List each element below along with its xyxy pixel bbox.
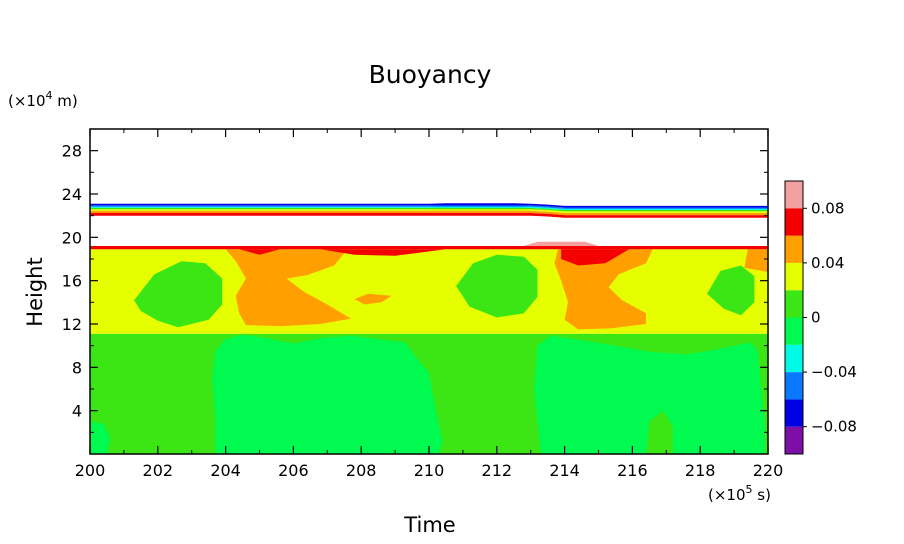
y-tick-label: 12 (62, 315, 82, 334)
field-pink-patch (523, 241, 599, 246)
field-red-patch-3 (239, 249, 280, 255)
y-tick-label: 16 (62, 272, 82, 291)
colorbar-swatch (785, 372, 803, 400)
colorbar: 0.08 0.04 0 −0.04 −0.08 (784, 180, 857, 455)
colorbar-swatch (785, 208, 803, 236)
colorbar-swatch (785, 317, 803, 345)
x-axis-unit: (×105 s) (708, 483, 771, 504)
colorbar-swatch (785, 235, 803, 263)
x-tick-label: 220 (753, 461, 784, 480)
colorbar-swatch (785, 262, 803, 291)
x-tick-label: 204 (210, 461, 241, 480)
x-tick-label: 202 (143, 461, 174, 480)
field-negative-region-2 (534, 335, 765, 454)
colorbar-swatch (785, 290, 803, 318)
colorbar-swatch (785, 344, 803, 373)
plot-area (90, 203, 768, 454)
field-upper-band-3 (90, 208, 768, 213)
x-axis-title: Time (403, 513, 455, 537)
colorbar-tick-label: 0 (811, 309, 821, 327)
x-axis: 200 202 204 206 208 210 212 214 216 218 220 (75, 129, 784, 480)
field-orange-edge (744, 249, 768, 272)
field-upper-band-5 (90, 206, 768, 210)
x-tick-label: 200 (75, 461, 106, 480)
colorbar-tick-label: −0.04 (811, 363, 857, 381)
y-tick-label: 24 (62, 185, 82, 204)
y-axis-unit: (×104 m) (8, 89, 78, 110)
x-tick-label: 212 (482, 461, 513, 480)
colorbar-tick-label: −0.08 (811, 418, 857, 436)
field-upper-band-7 (90, 203, 768, 208)
field-positive-patch-1 (646, 410, 674, 454)
field-orange-region-1 (225, 249, 351, 327)
y-axis-title: Height (23, 257, 47, 326)
colorbar-swatch (785, 399, 803, 427)
y-tick-label: 8 (72, 358, 82, 377)
y-tick-label: 4 (72, 402, 82, 421)
field-red-patch-2 (561, 249, 629, 266)
field-tongue-2 (456, 254, 538, 318)
colorbar-swatch (785, 426, 803, 454)
field-upper-band-4 (90, 207, 768, 212)
field-upper-band-6 (90, 204, 768, 209)
chart-title: Buoyancy (369, 60, 492, 89)
x-tick-label: 218 (685, 461, 716, 480)
field-tongue-3 (707, 265, 755, 316)
field-negative-patch-1 (90, 421, 111, 454)
x-tick-label: 214 (549, 461, 580, 480)
x-tick-label: 216 (617, 461, 648, 480)
field-upper-band-1 (90, 212, 768, 218)
field-upper-band-2 (90, 210, 768, 216)
field-negative-region-1 (212, 334, 443, 454)
y-tick-label: 28 (62, 142, 82, 161)
field-orange-region-2 (554, 249, 653, 330)
y-axis: 4 8 12 16 20 24 28 (62, 142, 768, 433)
field-red-band (90, 246, 768, 250)
x-tick-label: 206 (278, 461, 309, 480)
x-tick-label: 208 (346, 461, 377, 480)
colorbar-tick-label: 0.04 (811, 254, 844, 272)
colorbar-swatch (785, 181, 803, 209)
field-tongue-1 (134, 261, 223, 328)
field-orange-patch (354, 293, 392, 305)
y-tick-label: 20 (62, 228, 82, 247)
field-red-patch-1 (320, 249, 446, 256)
colorbar-tick-label: 0.08 (811, 199, 844, 217)
x-tick-label: 210 (414, 461, 445, 480)
